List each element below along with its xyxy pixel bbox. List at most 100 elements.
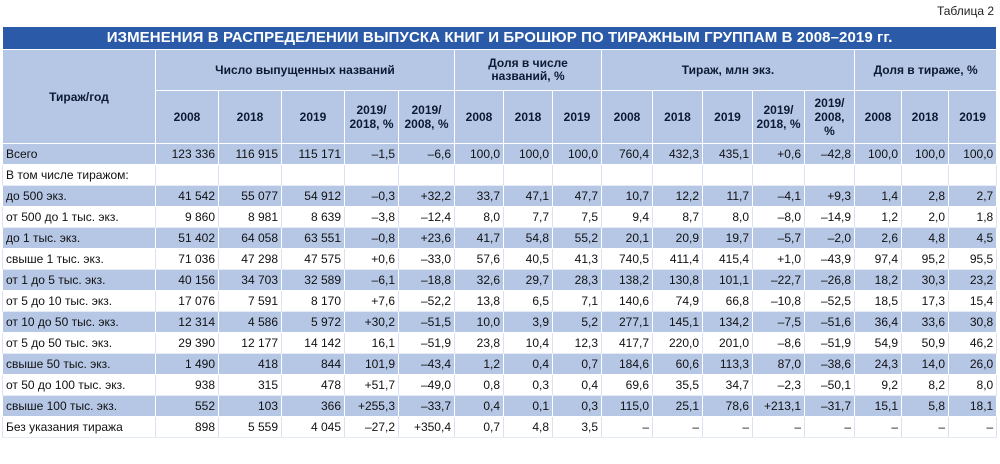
row-header-label: Тираж/год xyxy=(2,49,156,144)
table-cell: 66,8 xyxy=(702,290,753,312)
table-cell: 54,9 xyxy=(854,332,902,354)
table-cell: 41,7 xyxy=(454,227,504,249)
table-cell: 17,3 xyxy=(901,290,949,312)
table-cell: 35,5 xyxy=(652,374,703,396)
table-cell: 898 xyxy=(155,416,219,438)
table-cell: 138,2 xyxy=(601,269,653,291)
table-cell: 2,0 xyxy=(901,206,949,228)
table-cell: 0,3 xyxy=(552,395,602,417)
table-cell: – xyxy=(652,416,703,438)
table-cell: 47 575 xyxy=(281,248,345,270)
table-cell: –33,0 xyxy=(398,248,455,270)
table-row: до 500 экз. 41 542 55 077 54 912 –0,3 +32,2 33… xyxy=(2,185,998,207)
table-cell: –7,5 xyxy=(752,311,805,333)
table-cell: 50,9 xyxy=(901,332,949,354)
table-cell: –8,0 xyxy=(752,206,805,228)
table-row: свыше 100 тыс. экз. 552 103 366 +255,3 –33,7 0… xyxy=(2,395,998,417)
table-cell: 101,9 xyxy=(344,353,399,375)
table-cell: –43,4 xyxy=(398,353,455,375)
table-cell: 366 xyxy=(281,395,345,417)
table-row: В том числе тиражом: xyxy=(2,164,998,186)
table-cell: 15,4 xyxy=(947,290,998,312)
table-cell: 3,9 xyxy=(503,311,553,333)
table-cell: 113,3 xyxy=(702,353,753,375)
table-cell: +51,7 xyxy=(344,374,399,396)
table-row: Без указания тиража 898 5 559 4 045 –27,2 +35… xyxy=(2,416,998,438)
table-cell: 10,4 xyxy=(503,332,553,354)
table-cell: 130,8 xyxy=(652,269,703,291)
table-cell: –0,8 xyxy=(344,227,399,249)
table-cell: 95,5 xyxy=(947,248,998,270)
table-cell: 47,1 xyxy=(503,185,553,207)
table-cell: –52,5 xyxy=(804,290,855,312)
table-cell: 2,6 xyxy=(854,227,902,249)
table-cell: 9,2 xyxy=(854,374,902,396)
table-cell: 16,1 xyxy=(344,332,399,354)
data-table-container: ИЗМЕНЕНИЯ В РАСПРЕДЕЛЕНИИ ВЫПУСКА КНИГ И… xyxy=(1,26,998,438)
table-cell: –31,7 xyxy=(804,395,855,417)
table-cell: 12 177 xyxy=(218,332,282,354)
table-cell: 8,0 xyxy=(454,206,504,228)
table-cell: –12,4 xyxy=(398,206,455,228)
column-header: 2019 xyxy=(552,90,602,144)
column-header: 2019 xyxy=(702,90,753,144)
row-label: до 1 тыс. экз. xyxy=(2,227,156,249)
table-cell: 7,1 xyxy=(552,290,602,312)
table-cell: –18,8 xyxy=(398,269,455,291)
table-cell: –3,8 xyxy=(344,206,399,228)
table-cell: 71 036 xyxy=(155,248,219,270)
table-cell: 115 171 xyxy=(281,143,345,165)
table-cell: – xyxy=(804,416,855,438)
table-cell xyxy=(552,164,602,186)
table-cell: –5,7 xyxy=(752,227,805,249)
table-cell: 55,2 xyxy=(552,227,602,249)
table-cell: 20,9 xyxy=(652,227,703,249)
table-cell: 938 xyxy=(155,374,219,396)
group-header-titles-count: Число выпущенных названий xyxy=(155,49,455,91)
table-cell: 1,2 xyxy=(454,353,504,375)
table-cell: 8,0 xyxy=(702,206,753,228)
column-header: 2018 xyxy=(652,90,703,144)
row-label: от 500 до 1 тыс. экз. xyxy=(2,206,156,228)
table-cell: 23,8 xyxy=(454,332,504,354)
table-cell: 41,3 xyxy=(552,248,602,270)
table-cell: 411,4 xyxy=(652,248,703,270)
table-cell: +23,6 xyxy=(398,227,455,249)
column-header: 2008 xyxy=(601,90,653,144)
column-header: 2018 xyxy=(218,90,282,144)
table-cell: 8 639 xyxy=(281,206,345,228)
row-label: от 5 до 10 тыс. экз. xyxy=(2,290,156,312)
table-cell: 435,1 xyxy=(702,143,753,165)
table-cell: 0,7 xyxy=(552,353,602,375)
row-label: Всего xyxy=(2,143,156,165)
table-cell: 29 390 xyxy=(155,332,219,354)
table-cell: 97,4 xyxy=(854,248,902,270)
table-cell xyxy=(947,164,998,186)
table-cell: 30,8 xyxy=(947,311,998,333)
table-cell: 315 xyxy=(218,374,282,396)
table-cell: +0,6 xyxy=(752,143,805,165)
table-cell: +32,2 xyxy=(398,185,455,207)
table-cell: 54 912 xyxy=(281,185,345,207)
table-cell: 220,0 xyxy=(652,332,703,354)
table-cell xyxy=(652,164,703,186)
table-cell: 4,8 xyxy=(503,416,553,438)
table-row: от 5 до 10 тыс. экз. 17 076 7 591 8 170 +7,6… xyxy=(2,290,998,312)
table-cell: 4,8 xyxy=(901,227,949,249)
column-header: 2008 xyxy=(155,90,219,144)
table-cell xyxy=(454,164,504,186)
table-cell: –51,5 xyxy=(398,311,455,333)
table-cell: 19,7 xyxy=(702,227,753,249)
table-cell: 0,4 xyxy=(503,353,553,375)
table-cell: 1,2 xyxy=(854,206,902,228)
table-cell: 74,9 xyxy=(652,290,703,312)
column-header: 2019/ 2018, % xyxy=(344,90,399,144)
table-row: свыше 1 тыс. экз. 71 036 47 298 47 575 +0,6–… xyxy=(2,248,998,270)
data-table: ИЗМЕНЕНИЯ В РАСПРЕДЕЛЕНИИ ВЫПУСКА КНИГ И… xyxy=(1,26,998,438)
table-cell: 140,6 xyxy=(601,290,653,312)
table-cell: 0,1 xyxy=(503,395,553,417)
table-cell: 100,0 xyxy=(947,143,998,165)
table-cell: 29,7 xyxy=(503,269,553,291)
table-cell: 184,6 xyxy=(601,353,653,375)
table-cell xyxy=(155,164,219,186)
